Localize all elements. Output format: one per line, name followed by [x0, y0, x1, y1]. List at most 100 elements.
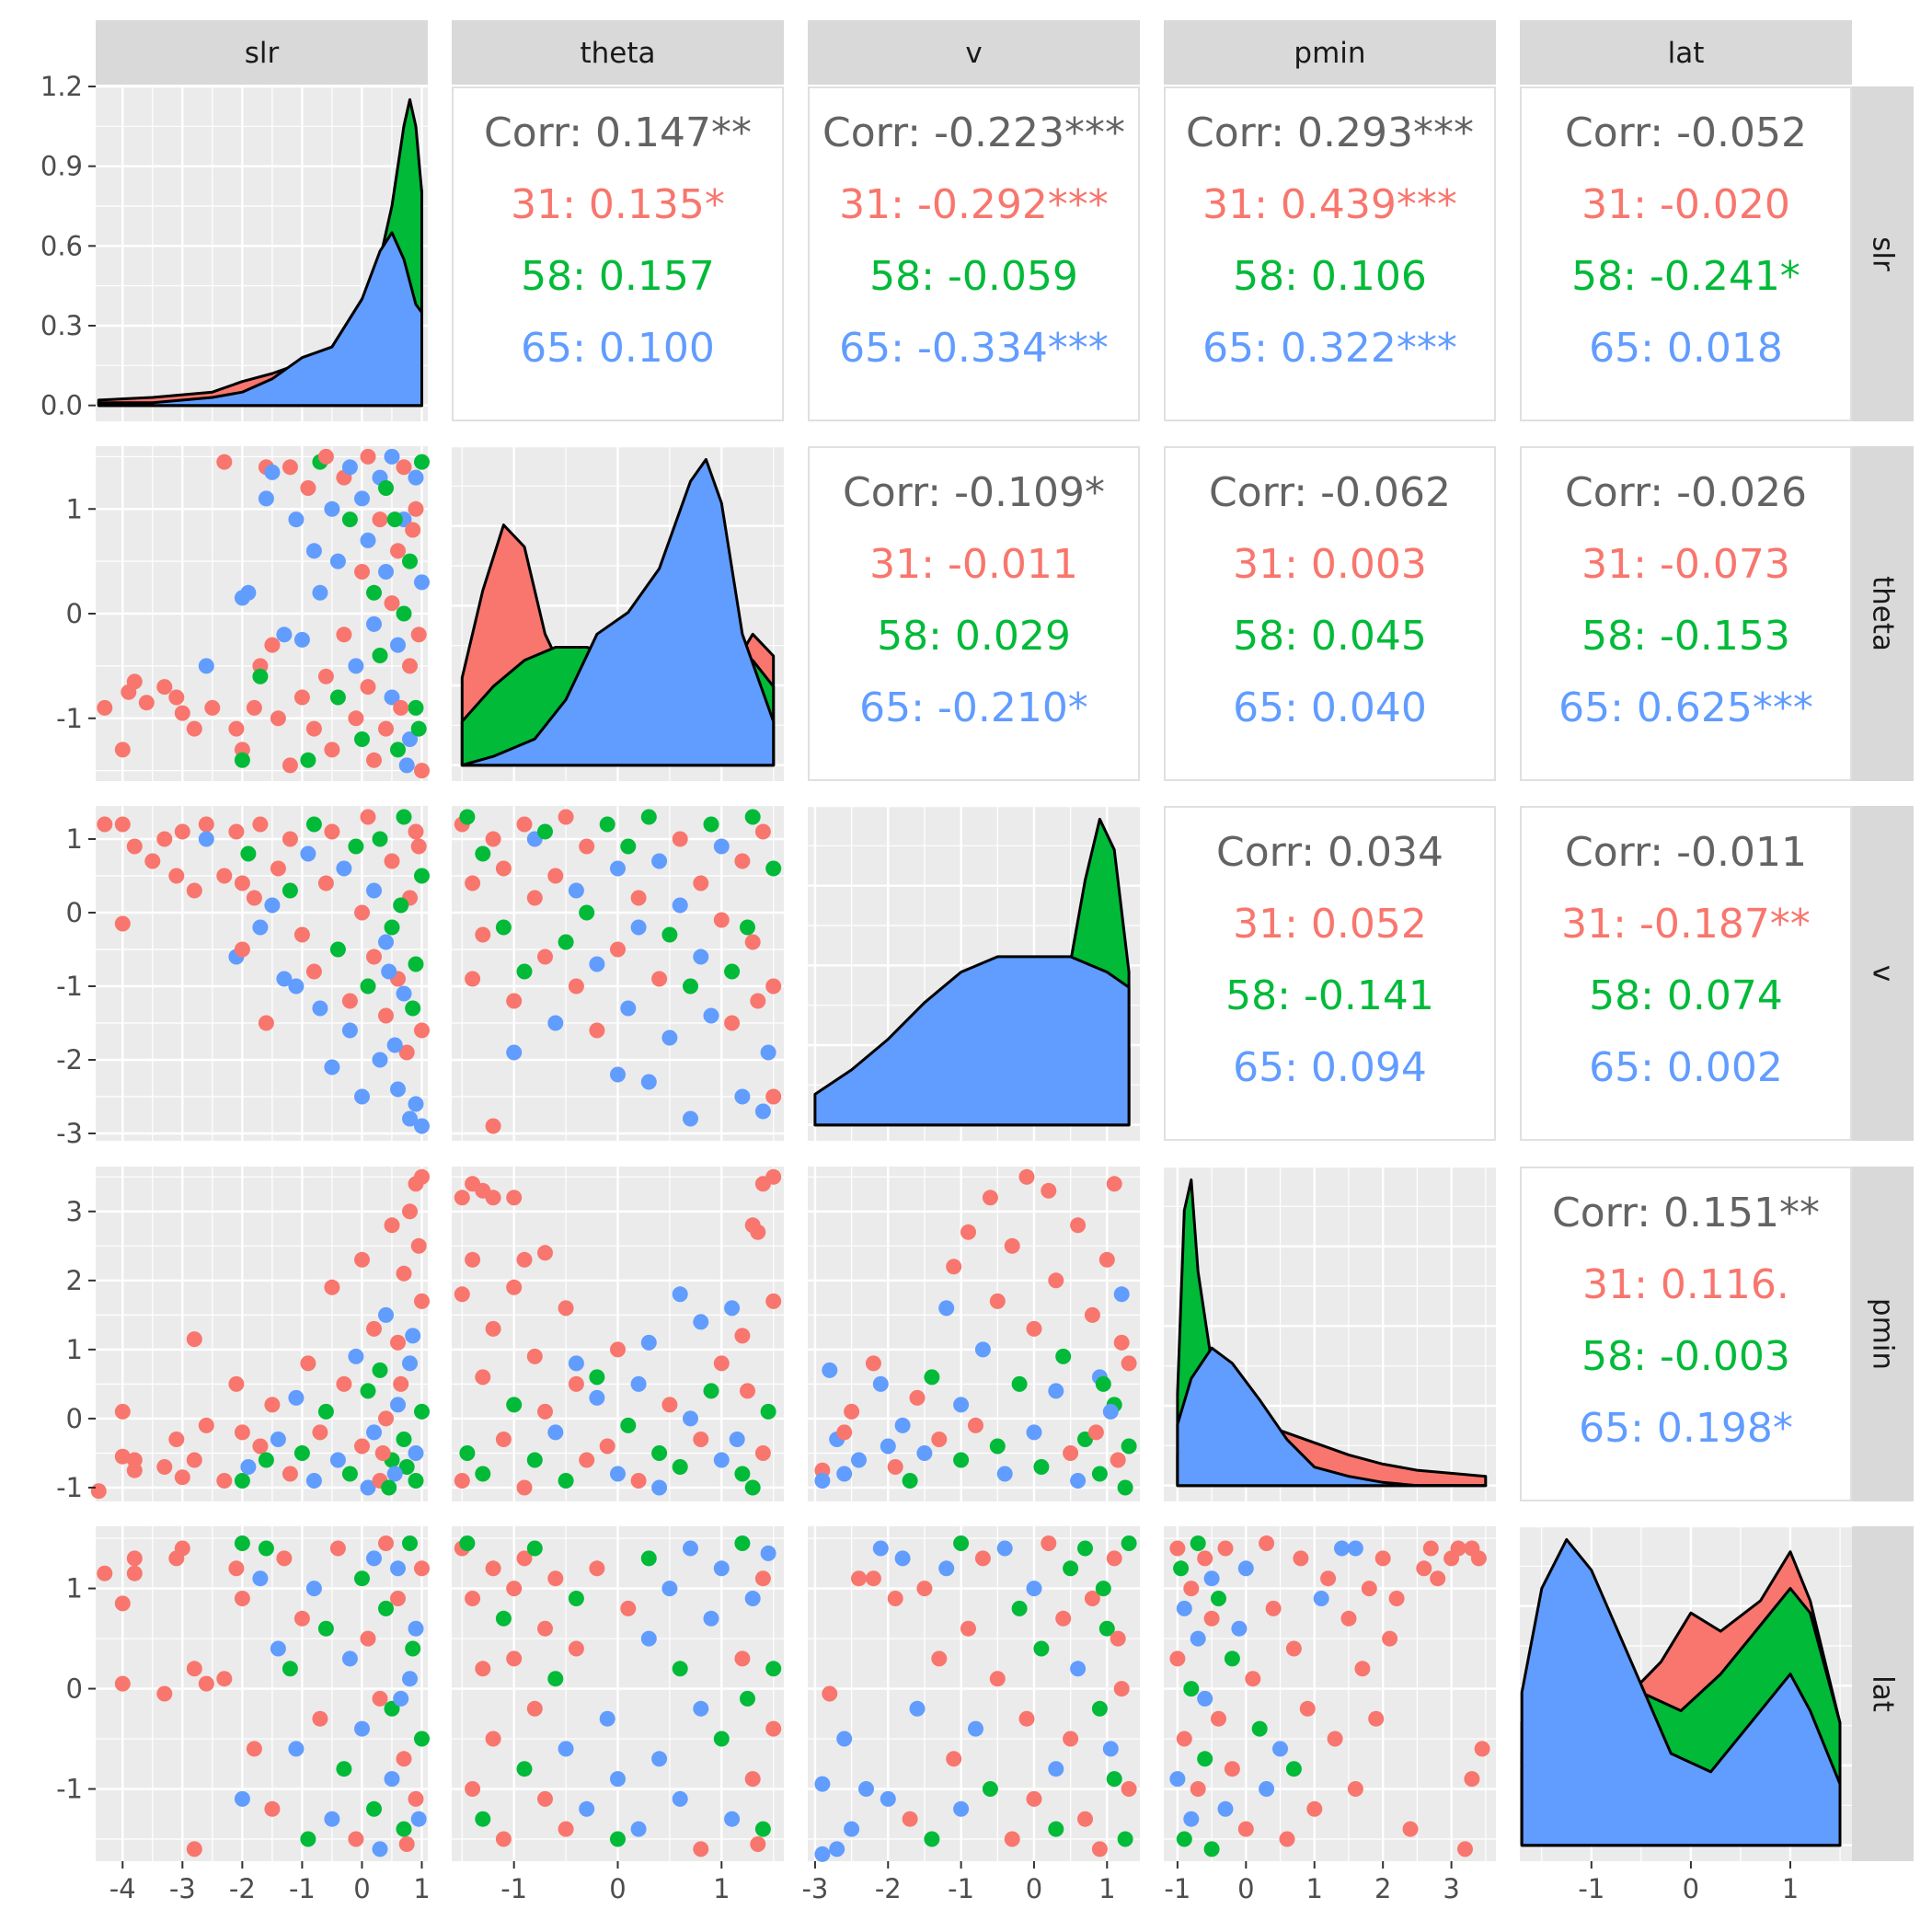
correlation-group-31-label: 31: 0.135*	[511, 181, 725, 228]
scatter-point-group-31	[537, 1245, 553, 1261]
scatter-point-group-65	[640, 1630, 657, 1647]
scatter-point-group-31	[360, 809, 376, 825]
scatter-point-group-31	[156, 1459, 173, 1475]
y-axis-tick-label: 0	[66, 1403, 83, 1434]
correlation-overall-label: Corr: -0.109*	[843, 469, 1105, 516]
scatter-point-group-31	[526, 1348, 543, 1364]
scatter-point-group-31	[516, 1550, 533, 1567]
scatter-point-group-58	[240, 845, 257, 862]
correlation-group-58-label: 58: -0.059	[869, 253, 1078, 300]
scatter-point-group-31	[324, 742, 340, 758]
scatter-point-group-31	[405, 522, 421, 538]
scatter-point-group-31	[264, 1397, 281, 1413]
scatter-point-group-31	[1063, 1731, 1079, 1747]
scatter-point-group-58	[1098, 1620, 1115, 1637]
scatter-point-group-65	[288, 978, 305, 995]
scatter-point-group-65	[938, 1560, 955, 1577]
scatter-point-group-31	[372, 1690, 388, 1707]
scatter-point-group-31	[408, 823, 424, 840]
y-axis-tick-label: 2	[66, 1265, 83, 1296]
scatter-point-group-31	[126, 838, 143, 855]
scatter-point-group-65	[305, 1581, 322, 1597]
correlation-group-65-label: 65: 0.040	[1233, 684, 1427, 731]
scatter-point-group-65	[1183, 1811, 1200, 1827]
scatter-point-group-31	[186, 1331, 202, 1348]
scatter-point-group-31	[366, 752, 382, 768]
scatter-point-group-58	[568, 1591, 584, 1606]
scatter-point-group-31	[506, 1581, 523, 1597]
scatter-point-group-31	[390, 1334, 406, 1351]
scatter-point-group-31	[693, 875, 709, 891]
scatter-point-group-58	[610, 1831, 626, 1847]
correlation-group-65-label: 65: 0.018	[1589, 325, 1783, 372]
scatter-point-group-31	[317, 668, 334, 684]
scatter-point-group-31	[348, 1831, 364, 1847]
scatter-point-group-65	[240, 584, 257, 601]
scatter-point-group-65	[814, 1473, 831, 1489]
correlation-panel-theta-pmin: Corr: -0.062 31: 0.003 58: 0.045 65: 0.040	[1164, 446, 1496, 781]
correlation-group-58-label: 58: 0.074	[1589, 972, 1783, 1019]
scatter-point-group-31	[348, 710, 364, 727]
scatter-point-group-31	[630, 1473, 647, 1489]
scatter-point-group-31	[114, 1448, 131, 1465]
scatter-point-group-65	[693, 1700, 709, 1717]
scatter-point-group-31	[174, 1469, 190, 1486]
correlation-group-31-label: 31: -0.292***	[839, 181, 1109, 228]
scatter-point-group-58	[1173, 1560, 1190, 1577]
scatter-point-group-31	[1197, 1550, 1213, 1567]
scatter-point-group-31	[1293, 1550, 1309, 1567]
scatter-point-group-58	[1117, 1831, 1133, 1847]
row-strip-pmin	[1849, 1167, 1914, 1501]
scatter-point-group-65	[829, 1841, 845, 1857]
scatter-point-group-31	[1004, 1237, 1020, 1254]
y-axis-tick-label: -2	[56, 1044, 83, 1075]
scatter-point-group-31	[485, 1560, 501, 1577]
scatter-point-group-65	[234, 1790, 250, 1807]
correlation-panel-slr-lat: Corr: -0.052 31: -0.020 58: -0.241* 65: 0.0…	[1520, 86, 1852, 421]
scatter-point-group-58	[661, 926, 678, 943]
correlation-overall-label: Corr: -0.011	[1565, 829, 1807, 876]
scatter-point-group-58	[405, 1000, 421, 1017]
scatter-point-group-31	[610, 941, 626, 958]
scatter-point-group-65	[1048, 1761, 1064, 1777]
scatter-panel-v-pmin	[808, 1167, 1140, 1501]
scatter-point-group-31	[366, 1320, 382, 1337]
scatter-point-group-31	[264, 637, 281, 653]
scatter-point-group-58	[744, 809, 761, 825]
scatter-point-group-31	[946, 1259, 962, 1275]
scatter-point-group-58	[558, 1473, 574, 1489]
scatter-point-group-65	[341, 1022, 358, 1039]
scatter-point-group-65	[661, 1581, 678, 1597]
scatter-point-group-65	[703, 1007, 719, 1024]
scatter-point-group-58	[1055, 1348, 1072, 1364]
correlation-group-58-label: 58: 0.106	[1233, 253, 1427, 300]
scatter-point-group-58	[589, 1369, 605, 1386]
scatter-point-group-58	[1285, 1761, 1302, 1777]
scatter-point-group-31	[1041, 1535, 1057, 1551]
correlation-group-65-label: 65: 0.198*	[1579, 1405, 1793, 1452]
column-strip-slr	[96, 20, 428, 85]
correlation-panel-theta-lat: Corr: -0.026 31: -0.073 58: -0.153 65: 0.62…	[1520, 446, 1852, 781]
scatter-point-group-65	[408, 1445, 424, 1461]
scatter-point-group-31	[1217, 1540, 1234, 1557]
scatter-point-group-65	[354, 1088, 370, 1105]
scatter-point-group-65	[713, 838, 730, 855]
scatter-point-group-65	[341, 459, 358, 476]
scatter-point-group-31	[114, 742, 131, 758]
panel-background	[96, 806, 428, 1141]
scatter-point-group-31	[341, 993, 358, 1009]
scatter-point-group-31	[144, 853, 161, 869]
scatter-point-group-31	[234, 1424, 250, 1441]
panel-border	[1520, 446, 1852, 781]
scatter-point-group-65	[558, 1741, 574, 1757]
scatter-point-group-65	[620, 1000, 637, 1017]
scatter-point-group-58	[506, 1397, 523, 1413]
correlation-group-58-label: 58: 0.045	[1233, 613, 1427, 660]
scatter-point-group-65	[630, 1821, 647, 1837]
scatter-point-group-31	[465, 1781, 481, 1797]
density-area-group-65	[460, 457, 776, 767]
scatter-point-group-31	[454, 1286, 470, 1303]
scatter-point-group-65	[610, 1466, 626, 1482]
scatter-point-group-65	[348, 1348, 364, 1364]
scatter-point-group-58	[1176, 1831, 1192, 1847]
